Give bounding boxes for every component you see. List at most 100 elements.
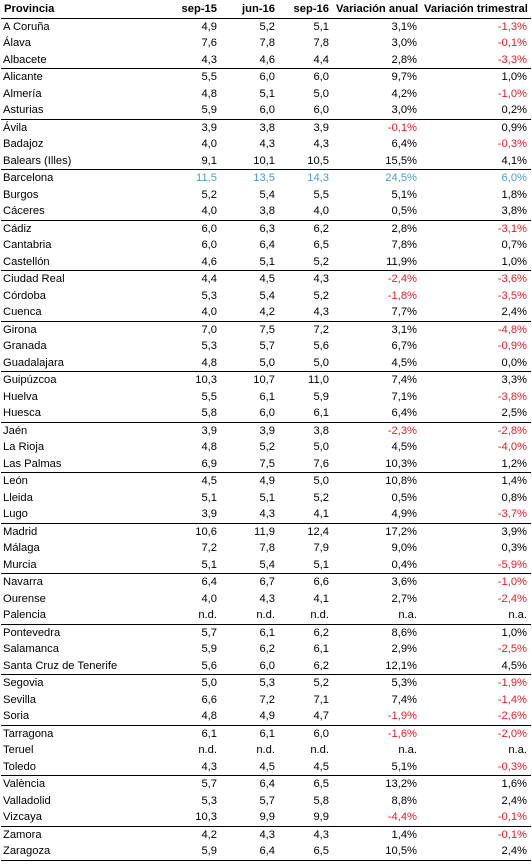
cell-variacion-trimestral: -2,5%: [497, 643, 527, 656]
cell-provincia: Castellón: [1, 253, 171, 271]
table-row: Burgos 5,2 5,4 5,5 5,1% 1,8%: [1, 187, 531, 204]
cell-variacion-trimestral: 2,5%: [421, 405, 531, 423]
cell-sep-16: 6,5: [279, 843, 333, 861]
cell-variacion-trimestral: 1,8%: [501, 188, 528, 201]
cell-sep-15: 10,3: [171, 809, 221, 827]
cell-variacion-anual: 6,4%: [391, 138, 418, 151]
cell-provincia: Vizcaya: [1, 809, 171, 827]
cell-provincia: Jaén: [3, 424, 28, 437]
cell-jun-16: 4,9: [259, 475, 275, 488]
cell-jun-16: 3,8: [221, 203, 279, 221]
table-row: Pontevedra 5,7 6,1 6,2 8,6% 1,0%: [1, 624, 531, 641]
cell-provincia: Córdoba: [3, 289, 46, 302]
cell-sep-15: 5,9: [171, 843, 221, 861]
cell-provincia: Cáceres: [1, 203, 171, 221]
cell-variacion-trimestral: -3,1%: [497, 222, 527, 235]
cell-sep-16: 5,2: [313, 677, 329, 690]
cell-jun-16: 6,2: [259, 643, 275, 656]
cell-jun-16: 6,1: [259, 390, 275, 403]
table-row: Almería 4,8 5,1 5,0 4,2% -1,0%: [1, 86, 531, 103]
cell-jun-16: 7,5: [221, 455, 279, 473]
cell-sep-16: 5,5: [313, 188, 329, 201]
cell-variacion-trimestral: 3,9%: [501, 525, 528, 538]
cell-jun-16: 7,8: [259, 542, 275, 555]
cell-provincia: Toledo: [1, 758, 171, 776]
cell-sep-16: 5,8: [313, 794, 329, 807]
table-row: Albacete 4,3 4,6 4,4 2,8% -3,3%: [1, 51, 531, 69]
cell-sep-16: 6,2: [313, 626, 329, 639]
cell-provincia: Lugo: [1, 506, 171, 524]
cell-sep-16: 4,3: [313, 138, 329, 151]
cell-jun-16: 6,4: [259, 239, 275, 252]
cell-variacion-anual: -1,8%: [387, 289, 417, 302]
cell-sep-16: 6,0: [313, 71, 329, 84]
cell-variacion-trimestral: -3,8%: [497, 390, 527, 403]
cell-provincia: Málaga: [3, 542, 40, 555]
cell-sep-16: 7,9: [313, 542, 329, 555]
cell-provincia: Murcia: [1, 556, 171, 574]
cell-jun-16: 5,4: [221, 556, 279, 574]
cell-sep-15: 4,0: [201, 592, 217, 605]
cell-variacion-anual: -2,4%: [387, 273, 417, 286]
cell-provincia: Balears (Illes): [1, 152, 171, 170]
cell-jun-16: 6,0: [221, 102, 279, 120]
cell-sep-15: 5,5: [201, 71, 217, 84]
table-row: Ciudad Real 4,4 4,5 4,3 -2,4% -3,6%: [1, 271, 531, 288]
cell-jun-16: 4,2: [221, 304, 279, 322]
cell-variacion-anual: 7,1%: [391, 390, 418, 403]
cell-sep-15: 4,5: [201, 475, 217, 488]
cell-jun-16: 6,3: [259, 222, 275, 235]
cell-variacion-trimestral: -3,7%: [421, 506, 531, 524]
table-row: Murcia 5,1 5,4 5,1 0,4% -5,9%: [1, 556, 531, 574]
header-sep-15: sep-15: [171, 0, 221, 19]
table-row: Granada 5,3 5,7 5,6 6,7% -0,9%: [1, 338, 531, 355]
cell-provincia: València: [3, 778, 46, 791]
cell-sep-16: 7,1: [313, 693, 329, 706]
cell-variacion-trimestral: 3,3%: [501, 374, 528, 387]
cell-jun-16: 4,3: [259, 592, 275, 605]
cell-sep-16: 14,3: [307, 172, 329, 185]
cell-jun-16: 9,9: [221, 809, 279, 827]
table-row: Zaragoza 5,9 6,4 6,5 10,5% 2,4%: [1, 843, 531, 861]
cell-sep-16: 7,8: [313, 37, 329, 50]
cell-sep-15: 5,0: [201, 677, 217, 690]
cell-jun-16: 5,0: [221, 354, 279, 372]
cell-provincia: Guipúzcoa: [3, 374, 57, 387]
cell-provincia: Cantabria: [3, 239, 52, 252]
cell-sep-15: 3,9: [171, 506, 221, 524]
cell-provincia: Cádiz: [3, 222, 32, 235]
cell-sep-16: 6,2: [279, 657, 333, 675]
table-row: Huelva 5,5 6,1 5,9 7,1% -3,8%: [1, 389, 531, 406]
cell-variacion-anual: -4,4%: [333, 809, 421, 827]
cell-variacion-trimestral: -1,9%: [497, 677, 527, 690]
cell-variacion-trimestral: 1,0%: [501, 71, 528, 84]
cell-variacion-anual: n.a.: [333, 607, 421, 625]
cell-jun-16: 6,7: [259, 576, 275, 589]
table-row: Salamanca 5,9 6,2 6,1 2,9% -2,5%: [1, 641, 531, 658]
cell-sep-15: 5,6: [171, 657, 221, 675]
cell-jun-16: 3,9: [259, 424, 275, 437]
cell-variacion-anual: 10,3%: [333, 455, 421, 473]
cell-provincia: Cuenca: [1, 304, 171, 322]
cell-sep-16: 7,2: [313, 323, 329, 336]
cell-provincia: Asturias: [1, 102, 171, 120]
cell-sep-15: 6,0: [201, 222, 217, 235]
table-row: Balears (Illes) 9,1 10,1 10,5 15,5% 4,1%: [1, 152, 531, 170]
cell-sep-16: 6,2: [313, 222, 329, 235]
table-row: Navarra 6,4 6,7 6,6 3,6% -1,0%: [1, 574, 531, 591]
table-row: Soria 4,8 4,9 4,7 -1,9% -2,6%: [1, 708, 531, 726]
cell-variacion-trimestral: -0,3%: [421, 758, 531, 776]
cell-provincia: Ávila: [3, 121, 28, 134]
cell-provincia: Alicante: [3, 71, 43, 84]
cell-jun-16: 6,1: [259, 626, 275, 639]
cell-variacion-anual: 12,1%: [333, 657, 421, 675]
cell-variacion-anual: 3,6%: [391, 576, 418, 589]
cell-sep-16: n.d.: [310, 744, 329, 757]
cell-variacion-trimestral: 2,4%: [421, 304, 531, 322]
table-row: León 4,5 4,9 5,0 10,8% 1,4%: [1, 473, 531, 490]
cell-variacion-anual: 8,8%: [391, 794, 418, 807]
cell-variacion-trimestral: -2,0%: [497, 727, 527, 740]
cell-provincia: Zamora: [3, 828, 42, 841]
cell-variacion-trimestral: -3,5%: [497, 289, 527, 302]
